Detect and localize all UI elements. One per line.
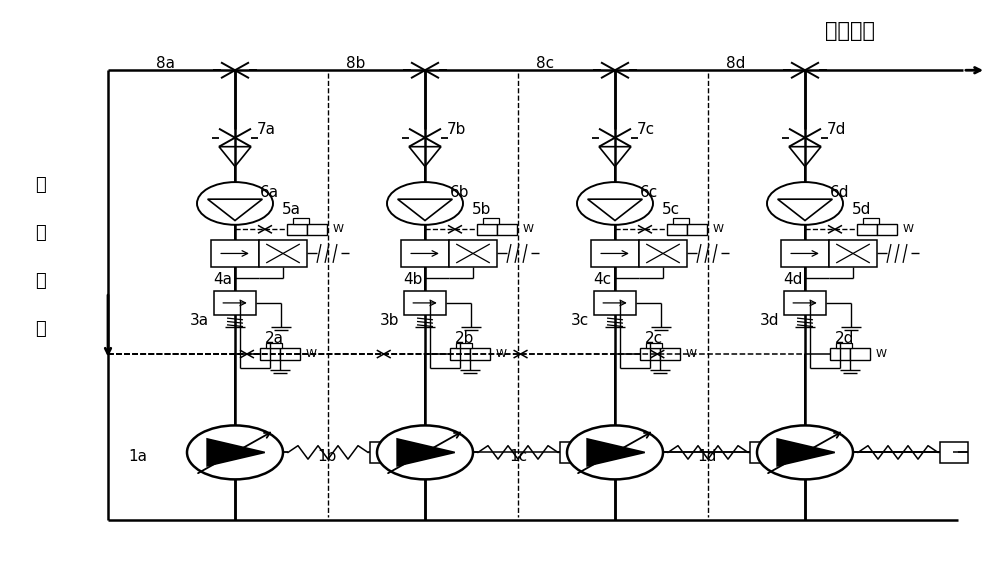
Text: W: W	[686, 349, 697, 359]
Bar	[259, 240, 307, 267]
Text: 8b: 8b	[346, 56, 365, 71]
Bar	[497, 224, 517, 235]
Bar	[280, 348, 300, 360]
Bar	[639, 240, 687, 267]
Bar	[640, 348, 660, 360]
Text: 8d: 8d	[726, 56, 745, 71]
Polygon shape	[397, 439, 455, 466]
Bar	[857, 224, 877, 235]
Bar	[211, 240, 259, 267]
Polygon shape	[777, 439, 835, 466]
Bar	[401, 240, 449, 267]
Bar	[667, 224, 687, 235]
Text: 3c: 3c	[571, 313, 589, 328]
Text: W: W	[903, 224, 914, 234]
Circle shape	[187, 425, 283, 479]
Text: 系: 系	[35, 176, 45, 194]
Text: W: W	[876, 349, 887, 359]
Text: 4c: 4c	[593, 272, 611, 287]
Bar	[293, 218, 309, 224]
Bar	[404, 291, 446, 315]
Polygon shape	[587, 439, 645, 466]
Bar	[449, 240, 497, 267]
Bar	[483, 218, 499, 224]
Text: 6b: 6b	[450, 185, 470, 200]
Bar	[214, 291, 256, 315]
Text: W: W	[496, 349, 507, 359]
Bar	[456, 343, 472, 348]
Text: 1d: 1d	[698, 450, 717, 464]
Bar	[750, 442, 778, 463]
Text: 4d: 4d	[783, 272, 802, 287]
Bar	[940, 442, 968, 463]
Circle shape	[197, 182, 273, 225]
Text: 3d: 3d	[760, 313, 779, 328]
Text: W: W	[306, 349, 317, 359]
Bar	[307, 224, 327, 235]
Text: 6c: 6c	[640, 185, 658, 200]
Text: 6a: 6a	[260, 185, 279, 200]
Bar	[646, 343, 662, 348]
Bar	[687, 224, 707, 235]
Bar	[836, 343, 852, 348]
Text: 回: 回	[35, 272, 45, 290]
Text: 5d: 5d	[852, 202, 871, 217]
Bar	[477, 224, 497, 235]
Circle shape	[377, 425, 473, 479]
Bar	[591, 240, 639, 267]
Bar	[863, 218, 879, 224]
Bar	[877, 224, 897, 235]
Polygon shape	[207, 439, 265, 466]
Bar	[850, 348, 870, 360]
Text: 7c: 7c	[637, 122, 655, 137]
Text: 2d: 2d	[835, 331, 854, 346]
Bar	[560, 442, 588, 463]
Text: 2c: 2c	[645, 331, 663, 346]
Text: 油: 油	[35, 320, 45, 338]
Text: 8a: 8a	[156, 56, 175, 71]
Bar	[370, 442, 398, 463]
Bar	[287, 224, 307, 235]
Bar	[830, 348, 850, 360]
Text: W: W	[523, 224, 534, 234]
Text: 2a: 2a	[265, 331, 284, 346]
Bar	[784, 291, 826, 315]
Bar	[450, 348, 470, 360]
Circle shape	[567, 425, 663, 479]
Bar	[660, 348, 680, 360]
Text: 供油系统: 供油系统	[825, 21, 875, 41]
Circle shape	[387, 182, 463, 225]
Text: 5c: 5c	[662, 202, 680, 217]
Text: 7a: 7a	[257, 122, 276, 137]
Text: 1a: 1a	[128, 450, 147, 464]
Bar	[594, 291, 636, 315]
Bar	[673, 218, 689, 224]
Text: 1c: 1c	[509, 450, 527, 464]
Bar	[829, 240, 877, 267]
Text: 4b: 4b	[403, 272, 422, 287]
Circle shape	[767, 182, 843, 225]
Text: 5b: 5b	[472, 202, 491, 217]
Bar	[781, 240, 829, 267]
Text: 7b: 7b	[447, 122, 466, 137]
Text: W: W	[333, 224, 344, 234]
Text: 3a: 3a	[190, 313, 209, 328]
Circle shape	[757, 425, 853, 479]
Bar	[266, 343, 282, 348]
Text: 1b: 1b	[318, 450, 337, 464]
Text: 8c: 8c	[536, 56, 554, 71]
Bar	[260, 348, 280, 360]
Text: 6d: 6d	[830, 185, 850, 200]
Bar	[470, 348, 490, 360]
Text: 5a: 5a	[282, 202, 301, 217]
Text: 统: 统	[35, 224, 45, 242]
Text: 2b: 2b	[455, 331, 474, 346]
Text: 3b: 3b	[379, 313, 399, 328]
Text: 7d: 7d	[827, 122, 846, 137]
Circle shape	[577, 182, 653, 225]
Text: 4a: 4a	[213, 272, 232, 287]
Text: W: W	[713, 224, 724, 234]
